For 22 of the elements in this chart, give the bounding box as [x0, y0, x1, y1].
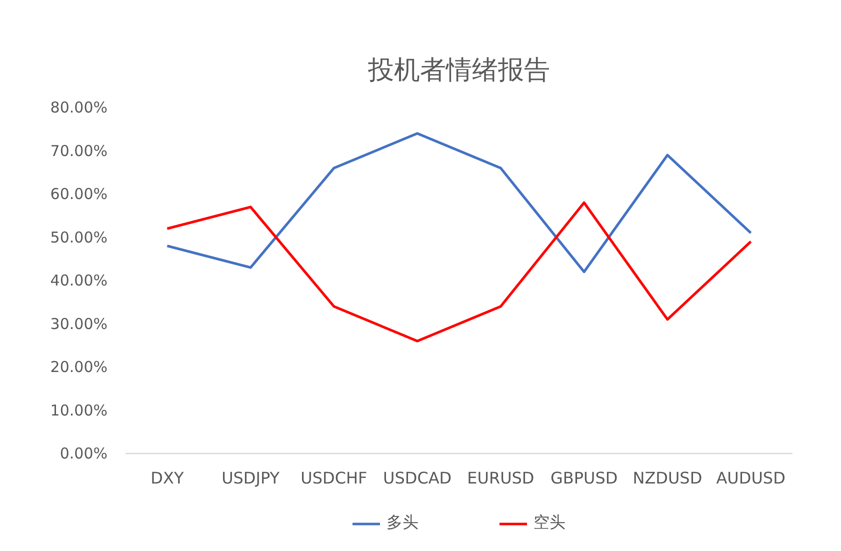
line-series [166, 201, 752, 342]
x-tick-label: USDJPY [222, 468, 280, 488]
legend-label: 空头 [534, 512, 566, 534]
x-tick-label: NZDUSD [632, 468, 702, 488]
y-tick-label: 50.00% [50, 228, 108, 246]
x-tick-label: DXY [150, 468, 184, 488]
legend-label: 多头 [386, 512, 418, 534]
x-tick-label: GBPUSD [550, 468, 618, 488]
x-tick-label: USDCAD [383, 468, 452, 488]
y-tick-label: 30.00% [50, 314, 108, 333]
x-tick-label: EURUSD [467, 468, 534, 488]
line-series [166, 132, 752, 274]
y-tick-label: 10.00% [50, 401, 108, 420]
x-tick-label: USDCHF [300, 468, 368, 488]
y-tick-label: 0.00% [60, 444, 108, 462]
chart-title: 投机者情绪报告 [367, 56, 550, 86]
y-tick-label: 80.00% [50, 98, 108, 116]
x-tick-label: AUDUSD [716, 468, 786, 488]
y-tick-label: 20.00% [50, 358, 108, 376]
y-tick-label: 40.00% [50, 272, 108, 290]
y-tick-label: 60.00% [50, 185, 108, 203]
y-tick-label: 70.00% [50, 142, 108, 160]
